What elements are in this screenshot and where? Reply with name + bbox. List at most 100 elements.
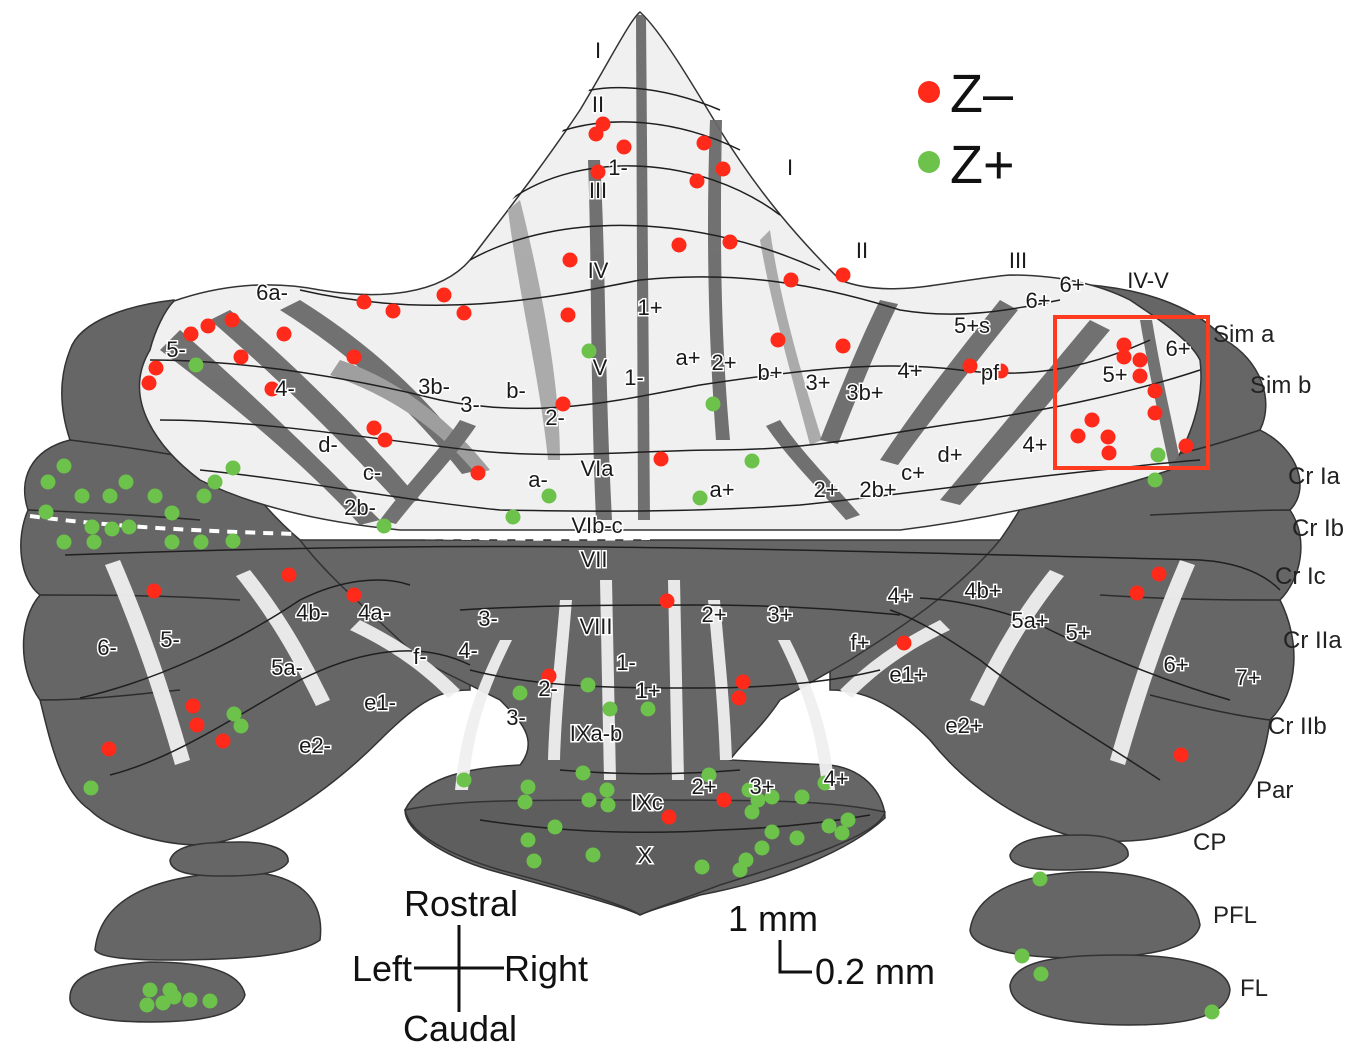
z-plus-point [86, 534, 102, 550]
z-minus-point [1147, 405, 1163, 421]
z-minus-point [148, 360, 164, 376]
z-plus-point [520, 832, 536, 848]
z-plus-point [512, 685, 528, 701]
z-minus-point [993, 363, 1009, 379]
lobule-label: c+ [901, 460, 925, 485]
z-minus-point [1116, 349, 1132, 365]
z-plus-point [1204, 1004, 1220, 1020]
z-minus-point [189, 717, 205, 733]
z-plus-point [705, 396, 721, 412]
legend-z-plus-label: Z+ [950, 135, 1015, 195]
z-minus-point [1084, 412, 1100, 428]
lobule-label: 3b+ [846, 380, 883, 405]
lobule-label: 6a- [256, 280, 288, 305]
z-minus-point [835, 338, 851, 354]
z-minus-point [215, 733, 231, 749]
z-plus-point [692, 490, 708, 506]
z-minus-point [770, 332, 786, 348]
lobule-label: 5+ [1102, 362, 1127, 387]
z-plus-point [139, 997, 155, 1013]
z-minus-point [1116, 337, 1132, 353]
z-minus-point [560, 307, 576, 323]
z-plus-point [166, 989, 182, 1005]
lobule-label: 4b+ [964, 578, 1001, 603]
lobule-label: 1- [608, 155, 628, 180]
lobule-label: II [856, 238, 868, 263]
lobule-label: 1- [624, 365, 644, 390]
z-plus-point [56, 458, 72, 474]
lobule-label: VIa [580, 456, 614, 481]
z-minus-point [835, 267, 851, 283]
lobule-label: 4a- [358, 600, 390, 625]
z-plus-point [147, 488, 163, 504]
z-plus-point [202, 993, 218, 1009]
z-plus-point [1033, 966, 1049, 982]
lobule-label: 1+ [637, 295, 662, 320]
hemisphere-label: FL [1240, 975, 1268, 1002]
z-minus-point [731, 690, 747, 706]
compass-left: Left [352, 948, 412, 989]
z-minus-point [200, 318, 216, 334]
z-plus-point [794, 789, 810, 805]
lobule-label: e1+ [889, 662, 926, 687]
z-minus-point [653, 451, 669, 467]
z-minus-point [101, 741, 117, 757]
z-minus-point [276, 326, 292, 342]
z-minus-point [356, 294, 372, 310]
anterior-lobe [138, 11, 1202, 531]
z-minus-point [896, 635, 912, 651]
z-plus-point [741, 782, 757, 798]
z-plus-point [517, 794, 533, 810]
z-minus-point [689, 173, 705, 189]
z-plus-point [744, 804, 760, 820]
lobule-label: I [787, 155, 793, 180]
z-minus-point [562, 252, 578, 268]
z-plus-point [505, 509, 521, 525]
lobule-label: V [593, 355, 608, 380]
posterior-stripes [105, 560, 1195, 790]
lobule-label: VIb-c [571, 513, 622, 538]
z-plus-point [207, 474, 223, 490]
z-minus-point [962, 358, 978, 374]
lobule-label: 2+ [701, 602, 726, 627]
z-minus-point [716, 792, 732, 808]
lobule-label: 4- [275, 376, 295, 401]
z-minus-point [722, 234, 738, 250]
z-plus-point [541, 488, 557, 504]
hemisphere-label: PFL [1213, 902, 1257, 929]
hemisphere-label: Par [1256, 777, 1293, 804]
z-plus-point [840, 812, 856, 828]
z-plus-point [225, 460, 241, 476]
region-of-interest-box [1053, 315, 1210, 470]
lobule-label: 3- [478, 606, 498, 631]
z-minus-point [264, 381, 280, 397]
z-plus-point [821, 818, 837, 834]
lobule-label: pf [981, 360, 1000, 385]
right-flocculus [1009, 954, 1231, 1026]
hemisphere-label: Cr Ia [1288, 463, 1341, 490]
z-minus-point [659, 593, 675, 609]
z-plus-point [142, 982, 158, 998]
z-plus-point [547, 819, 563, 835]
hemisphere-label: Sim b [1250, 372, 1311, 399]
lobule-label: 2- [545, 405, 565, 430]
z-plus-point [580, 677, 596, 693]
compass-rostral: Rostral [404, 883, 518, 924]
lobule-label: b- [506, 378, 526, 403]
lobule-label: 2b+ [859, 477, 896, 502]
z-minus-point [470, 465, 486, 481]
z-minus-point [281, 567, 297, 583]
z-plus-point [456, 772, 472, 788]
z-plus-point [376, 518, 392, 534]
z-minus-point [588, 126, 604, 142]
scale-major: 1 mm [728, 898, 818, 939]
z-plus-point [750, 792, 766, 808]
z-minus-point [616, 139, 632, 155]
lobule-label: 6- [97, 635, 117, 660]
lobule-label: IV-V [1127, 268, 1169, 293]
z-plus-point [600, 797, 616, 813]
z-plus-point [121, 519, 137, 535]
z-minus-point [590, 164, 606, 180]
right-paraflocculus [969, 871, 1201, 959]
hemisphere-label: CP [1193, 829, 1226, 856]
